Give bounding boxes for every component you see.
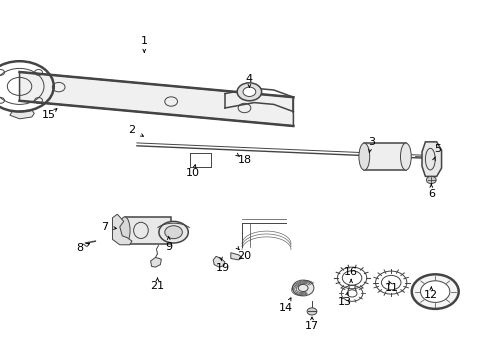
Circle shape	[420, 281, 449, 302]
Text: 16: 16	[344, 267, 357, 277]
Circle shape	[237, 83, 261, 101]
Polygon shape	[213, 256, 224, 267]
Circle shape	[426, 176, 435, 184]
Text: 13: 13	[337, 297, 351, 307]
Text: 5: 5	[433, 144, 440, 154]
Circle shape	[164, 226, 182, 239]
Circle shape	[292, 280, 313, 296]
Polygon shape	[421, 142, 441, 176]
Text: 9: 9	[165, 242, 172, 252]
Text: 21: 21	[150, 281, 164, 291]
Text: 18: 18	[237, 155, 251, 165]
Ellipse shape	[358, 143, 369, 170]
Circle shape	[411, 274, 458, 309]
Polygon shape	[150, 257, 161, 267]
Bar	[124, 217, 171, 244]
Text: 6: 6	[427, 189, 434, 199]
Polygon shape	[20, 72, 293, 126]
Text: 17: 17	[305, 321, 318, 331]
Text: 4: 4	[245, 74, 252, 84]
Text: 15: 15	[42, 110, 56, 120]
Bar	[364, 143, 405, 170]
Text: 19: 19	[215, 263, 229, 273]
Text: 11: 11	[385, 283, 398, 293]
Ellipse shape	[400, 143, 410, 170]
Polygon shape	[112, 214, 132, 245]
Polygon shape	[10, 110, 34, 119]
Circle shape	[306, 308, 316, 315]
Text: 3: 3	[367, 137, 374, 147]
Polygon shape	[230, 253, 242, 260]
Circle shape	[243, 87, 255, 96]
Text: 20: 20	[237, 251, 251, 261]
Text: 7: 7	[102, 222, 108, 232]
Text: 10: 10	[186, 168, 200, 178]
Circle shape	[159, 221, 188, 243]
Text: 14: 14	[278, 303, 292, 313]
Text: 12: 12	[424, 290, 437, 300]
Ellipse shape	[119, 217, 130, 244]
Text: 8: 8	[76, 243, 83, 253]
Text: 2: 2	[128, 125, 135, 135]
Text: 1: 1	[141, 36, 147, 46]
